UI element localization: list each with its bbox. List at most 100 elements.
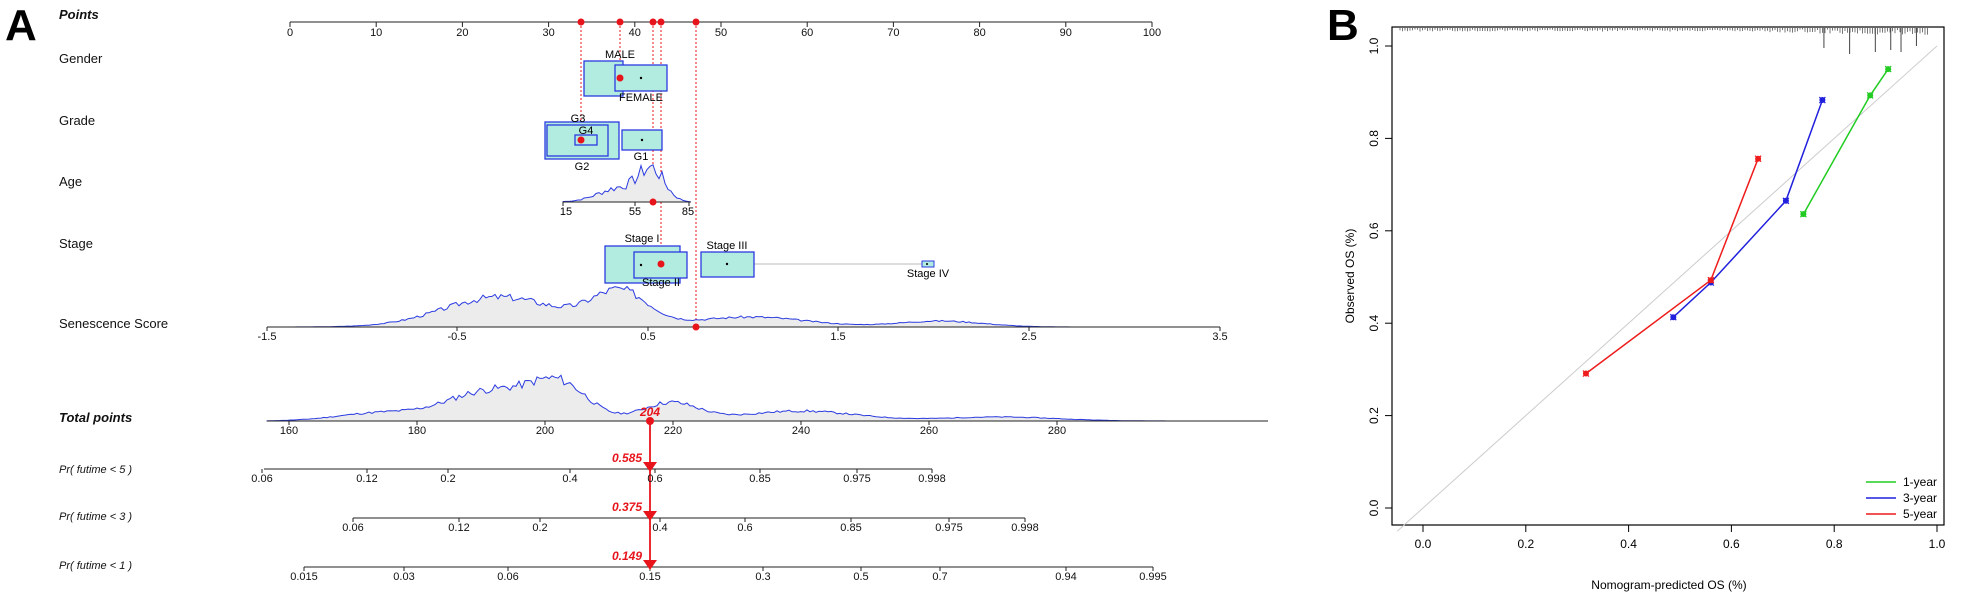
pr3-tick: 0.85 (840, 522, 861, 534)
age-tick: 15 (560, 206, 572, 218)
grade-variable: G3 G4 G2 G1 (544, 113, 663, 173)
stage-variable: Stage I Stage II Stage III Stage IV (604, 233, 950, 289)
series-line-3-year (1672, 99, 1824, 318)
pr1-tick: 0.15 (639, 571, 660, 583)
senescence-tick: -1.5 (258, 331, 277, 343)
ideal-diagonal (1396, 45, 1938, 532)
grade-label-g2: G2 (575, 161, 590, 173)
x-tick-label: 0.4 (1620, 537, 1637, 551)
senescence-density (267, 285, 1220, 328)
pr5-tick: 0.6 (647, 473, 662, 485)
series-cross-5-year (1707, 276, 1715, 284)
pr1-value: 0.149 (612, 549, 642, 563)
pr3-tick: 0.6 (737, 522, 752, 534)
points-tick: 40 (629, 27, 641, 39)
points-axis: 0 10 20 30 40 50 60 70 80 90 100 (287, 21, 1161, 39)
pr1-tick: 0.7 (932, 571, 947, 583)
pr3-axis: 0.06 0.12 0.2 0.4 0.6 0.85 0.975 0.998 0.375 (342, 500, 1038, 534)
y-tick-label: 1.0 (1367, 37, 1381, 54)
pr5-arrow (643, 462, 657, 472)
total-points-marker (646, 417, 654, 425)
x-axis-label: Nomogram-predicted OS (%) (1591, 578, 1746, 592)
points-marker (577, 18, 585, 26)
points-tick: 50 (715, 27, 727, 39)
grade-marker (577, 136, 585, 144)
pr3-tick: 0.06 (342, 522, 363, 534)
row-label-stage: Stage (59, 236, 93, 251)
senescence-tick: 0.5 (640, 331, 655, 343)
gender-variable: MALE FEMALE (583, 49, 668, 104)
pr3-tick: 0.12 (448, 522, 469, 534)
row-label-points: Points (59, 7, 99, 22)
series-cross-3-year (1818, 96, 1826, 104)
points-tick: 60 (801, 27, 813, 39)
pr1-tick: 0.3 (755, 571, 770, 583)
y-tick-label: 0.2 (1367, 407, 1381, 424)
pr3-tick: 0.998 (1011, 522, 1039, 534)
age-tick: 55 (629, 206, 641, 218)
rug-marks (1399, 28, 1928, 54)
gender-label-female: FEMALE (619, 92, 663, 104)
panel-a-label: A (5, 1, 37, 50)
row-label-pr3: Pr( futime < 3 ) (59, 511, 132, 523)
age-marker (649, 198, 657, 206)
x-tick-label: 0.8 (1826, 537, 1843, 551)
senescence-tick: 1.5 (830, 331, 845, 343)
stage-label-4: Stage IV (907, 268, 950, 280)
pr5-tick: 0.12 (356, 473, 377, 485)
panel-b-calibration: B 0.0 0.2 0.4 0.6 0.8 1.0 0.00.20.40.60.81.0 … (1327, 1, 1946, 592)
series-cross-5-year (1582, 370, 1590, 377)
legend-label-5-year: 5-year (1903, 507, 1937, 521)
y-tick-label: 0.6 (1367, 222, 1381, 239)
plot-frame (1391, 26, 1945, 526)
pr3-tick: 0.2 (532, 522, 547, 534)
pr3-tick: 0.4 (652, 522, 667, 534)
senescence-tick: -0.5 (448, 331, 467, 343)
pr3-arrow (643, 511, 657, 521)
total-points-tick: 160 (280, 425, 298, 437)
total-points-tick: 280 (1048, 425, 1066, 437)
series-line-5-year (1585, 158, 1759, 375)
total-points-tick: 200 (536, 425, 554, 437)
row-label-pr5: Pr( futime < 5 ) (59, 464, 132, 476)
age-tick: 85 (682, 206, 694, 218)
pr5-tick: 0.85 (749, 473, 770, 485)
x-tick-label: 0.0 (1415, 537, 1432, 551)
total-points-value: 204 (639, 405, 660, 419)
points-marker (616, 18, 624, 26)
pr1-arrow (643, 560, 657, 570)
points-tick: 10 (370, 27, 382, 39)
points-tick: 80 (973, 27, 985, 39)
x-tick-label: 1.0 (1929, 537, 1946, 551)
pr5-axis: 0.06 0.12 0.2 0.4 0.6 0.85 0.975 0.998 0.585 (251, 451, 945, 485)
pr5-tick: 0.998 (918, 473, 946, 485)
points-tick: 30 (542, 27, 554, 39)
total-points-tick: 260 (920, 425, 938, 437)
stage-marker (657, 260, 665, 268)
age-density (562, 163, 692, 203)
legend-label-1-year: 1-year (1903, 475, 1937, 489)
y-tick-label: 0.0 (1367, 499, 1381, 516)
series-cross-1-year (1884, 65, 1892, 73)
senescence-marker (692, 323, 700, 331)
senescence-tick: 2.5 (1021, 331, 1036, 343)
total-points-tick: 180 (408, 425, 426, 437)
series-cross-3-year (1782, 197, 1790, 205)
pr1-tick: 0.995 (1139, 571, 1167, 583)
y-tick-label: 0.4 (1367, 315, 1381, 332)
pr3-value: 0.375 (612, 500, 642, 514)
pr5-tick: 0.975 (843, 473, 871, 485)
points-marker (657, 18, 665, 26)
age-variable: 15 55 85 (560, 163, 694, 218)
y-tick-label: 0.8 (1367, 130, 1381, 147)
total-points-density (266, 374, 1268, 422)
stage-label-3: Stage III (707, 240, 748, 252)
gender-marker (616, 74, 624, 82)
pr1-axis: 0.015 0.03 0.06 0.15 0.3 0.5 0.7 0.94 0.995 0.14… (290, 549, 1167, 583)
pr1-tick: 0.015 (290, 571, 318, 583)
total-points-tick: 240 (792, 425, 810, 437)
y-axis-label: Observed OS (%) (1343, 229, 1357, 324)
stage-label-2: Stage II (642, 277, 680, 289)
row-label-age: Age (59, 174, 82, 189)
